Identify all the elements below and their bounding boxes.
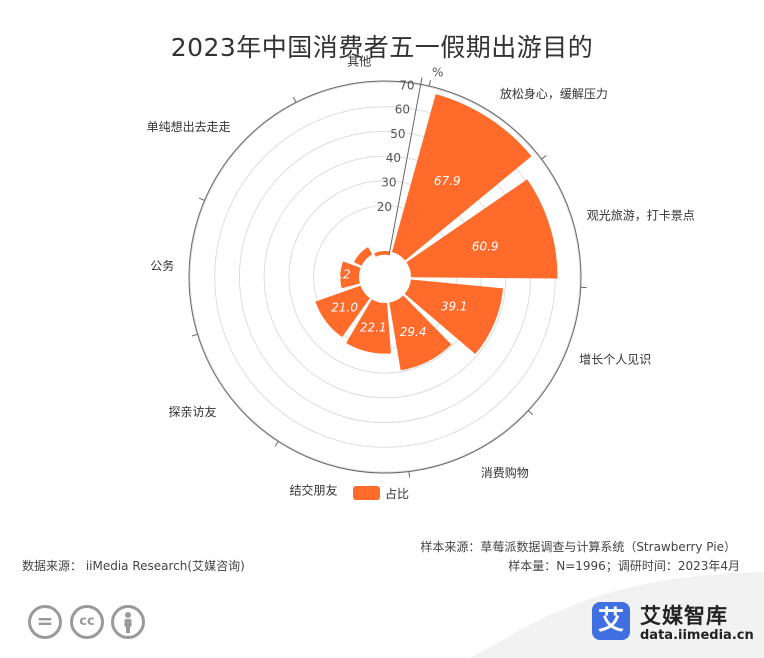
chart-title: 2023年中国消费者五一假期出游目的 xyxy=(170,33,594,62)
angular-tick xyxy=(198,197,205,201)
angular-tick xyxy=(191,333,198,337)
brand-logo: 艾 xyxy=(592,602,630,640)
creative-commons-icon: cc xyxy=(70,605,104,639)
bar-3 xyxy=(389,295,452,371)
angular-tick xyxy=(274,441,279,447)
bar-4 xyxy=(346,299,392,354)
brand-name: 艾媒智库 xyxy=(640,604,728,628)
legend-label: 占比 xyxy=(385,486,409,501)
value-label-1: 60.9 xyxy=(472,239,499,253)
category-label-6: 公务 xyxy=(150,258,174,273)
radial-tick-label-0: 20 xyxy=(377,200,392,214)
angular-tick xyxy=(541,155,547,160)
value-label-0: 67.9 xyxy=(434,174,461,188)
category-label-1: 观光旅游，打卡景点 xyxy=(587,208,695,222)
sample-source-note: 样本来源：草莓派数据调查与计算系统（Strawberry Pie） xyxy=(420,540,736,554)
angular-tick xyxy=(428,80,431,87)
category-label-3: 消费购物 xyxy=(481,465,529,480)
value-label-2: 39.1 xyxy=(441,299,468,313)
value-label-5: 21.0 xyxy=(331,300,358,314)
radial-tick-label-2: 40 xyxy=(386,151,401,165)
bar-0 xyxy=(391,94,532,261)
outer-ring xyxy=(188,80,582,474)
data-source-note: 数据来源： iiMedia Research(艾媒咨询) xyxy=(22,559,245,573)
bar-7 xyxy=(353,247,373,266)
value-label-6: 9.2 xyxy=(332,268,351,282)
legend-swatch xyxy=(353,486,380,500)
angular-tick xyxy=(528,410,534,416)
category-label-4: 结交朋友 xyxy=(290,483,338,498)
bar-5 xyxy=(315,285,370,338)
category-label-2: 增长个人见识 xyxy=(579,352,651,366)
value-label-3: 29.4 xyxy=(400,325,427,339)
angular-tick xyxy=(408,471,411,478)
category-label-5: 探亲访友 xyxy=(168,405,216,419)
radial-tick-label-1: 30 xyxy=(381,175,396,189)
category-label-0: 放松身心，缓解压力 xyxy=(500,86,608,101)
angular-tick xyxy=(292,96,297,103)
attribution-icon xyxy=(111,605,145,639)
bar-6 xyxy=(340,261,361,289)
radial-tick-label-4: 60 xyxy=(395,103,410,117)
inner-hole xyxy=(363,255,407,299)
sample-size-note: 样本量：N=1996；调研时间：2023年4月 xyxy=(508,559,740,573)
value-label-7: 5.0 xyxy=(343,240,362,254)
bar-2 xyxy=(404,279,504,355)
radial-tick-label-3: 50 xyxy=(390,127,405,141)
category-label-7: 单纯想出去走走 xyxy=(147,119,231,134)
value-label-8: 0.1 xyxy=(370,226,389,240)
grid-circle xyxy=(189,81,581,473)
brand-url: data.iimedia.cn xyxy=(640,628,754,643)
value-label-4: 22.1 xyxy=(360,321,387,335)
bar-1 xyxy=(406,179,558,279)
no-derivatives-icon: = xyxy=(28,605,62,639)
bar-8 xyxy=(374,251,390,257)
radial-tick-label-5: 70 xyxy=(399,78,414,92)
radial-axis-line xyxy=(388,77,423,256)
radial-unit-label: % xyxy=(432,66,443,80)
category-label-8: 其他 xyxy=(347,55,371,69)
